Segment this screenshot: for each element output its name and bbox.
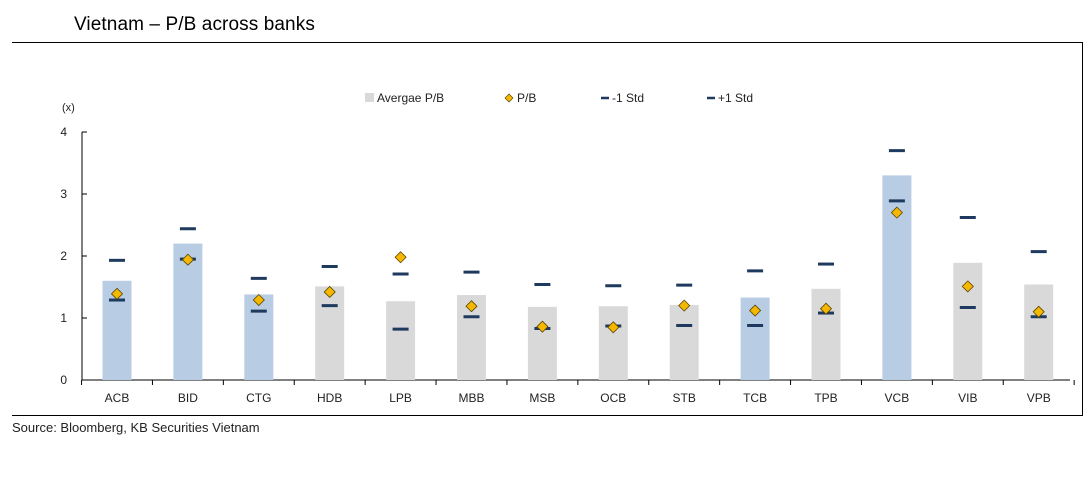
x-tick-label-lpb: LPB (389, 391, 412, 405)
legend-minus-1-std-label: -1 Std (612, 91, 644, 105)
y-tick-label: 1 (60, 311, 67, 325)
pb-marker-bid (181, 253, 194, 266)
chart-legend: Avergae P/B P/B -1 Std +1 Std (365, 91, 753, 105)
marker-series (109, 149, 1047, 334)
bar-series (102, 175, 1054, 380)
title-divider (12, 42, 1083, 43)
legend-average-pb-label: Avergae P/B (377, 91, 444, 105)
bar-avg-pb-bid (173, 243, 203, 380)
x-tick-label-mbb: MBB (458, 391, 484, 405)
x-tick-label-ctg: CTG (246, 391, 271, 405)
pb-marker-msb (536, 320, 549, 333)
bar-avg-pb-stb (669, 304, 699, 380)
pb-marker-stb (678, 299, 691, 312)
chart-axes: 0 1 2 3 4 (x) ACB BID CTG HDB LPB MBB MSB OCB STB TCB TP… (60, 102, 1075, 405)
x-tick-label-ocb: OCB (600, 391, 626, 405)
x-tick-label-stb: STB (673, 391, 696, 405)
page-title: Vietnam – P/B across banks (74, 14, 315, 35)
bar-avg-pb-hdb (315, 286, 345, 380)
pb-marker-hdb (323, 285, 336, 299)
pb-marker-tcb (749, 304, 762, 317)
y-tick-label: 0 (60, 373, 67, 387)
x-tick-label-bid: BID (178, 391, 198, 405)
source-divider (12, 415, 1083, 416)
x-tick-label-vpb: VPB (1027, 391, 1051, 405)
pb-marker-lpb (394, 251, 407, 264)
x-tick-label-msb: MSB (529, 391, 555, 405)
bar-avg-pb-ctg (244, 294, 274, 380)
y-tick-label: 2 (60, 249, 67, 263)
pb-marker-ocb (607, 321, 620, 334)
pb-marker-ctg (252, 293, 265, 307)
x-tick-label-hdb: HDB (317, 391, 342, 405)
x-tick-label-tpb: TPB (814, 391, 837, 405)
bar-avg-pb-vcb (882, 175, 912, 380)
bar-avg-pb-ocb (598, 306, 628, 380)
y-tick-label: 3 (60, 187, 67, 201)
bar-avg-pb-vpb (1024, 284, 1054, 380)
x-tick-label-tcb: TCB (743, 391, 767, 405)
legend-average-pb-swatch (365, 93, 374, 102)
legend-plus-1-std-label: +1 Std (718, 91, 753, 105)
source-note: Source: Bloomberg, KB Securities Vietnam (12, 420, 260, 435)
x-tick-label-vcb: VCB (885, 391, 910, 405)
legend-pb-label: P/B (517, 91, 536, 105)
pb-marker-acb (110, 287, 124, 300)
pb-marker-vcb (890, 206, 903, 219)
x-tick-label-vib: VIB (958, 391, 977, 405)
legend-pb-swatch (504, 93, 514, 103)
bar-avg-pb-tpb (811, 288, 841, 380)
pb-marker-vpb (1032, 305, 1045, 318)
y-axis-unit-label: (x) (62, 102, 75, 114)
pb-marker-mbb (465, 300, 478, 313)
bar-avg-pb-msb (527, 306, 557, 380)
bar-avg-pb-lpb (386, 301, 416, 380)
pb-marker-vib (961, 280, 974, 293)
x-tick-label-acb: ACB (105, 391, 130, 405)
y-tick-label: 4 (60, 125, 67, 139)
pb-marker-tpb (819, 302, 833, 315)
